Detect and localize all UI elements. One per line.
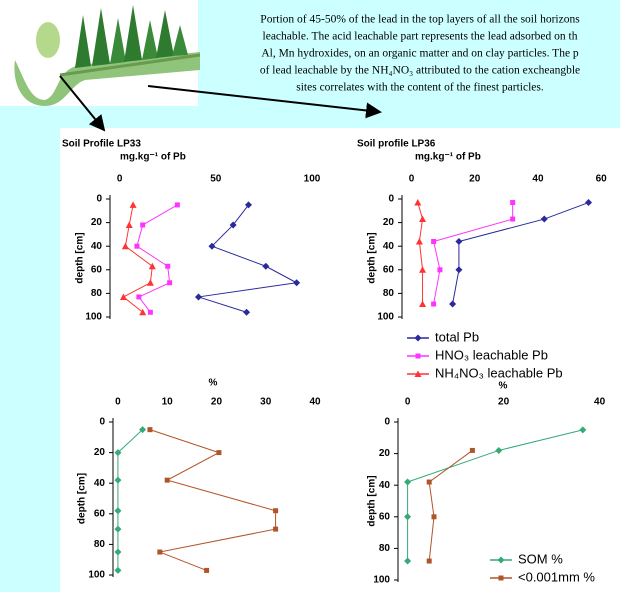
legend-marker [499,576,504,581]
y-tick-label: 40 [383,241,395,252]
y-tick-label: 80 [91,288,103,299]
data-point [140,222,145,227]
y-tick-label: 40 [94,478,106,489]
data-point [147,427,152,432]
x-tick-label: 0 [115,397,121,408]
y-tick-label: 100 [88,570,105,581]
y-tick-label: 60 [94,508,106,519]
y-tick-label: 40 [91,241,103,252]
chart-title: Soil profile LP36 [357,139,436,150]
legend-label: total Pb [435,329,479,344]
data-point [165,264,170,269]
y-axis-label: depth [cm] [367,475,378,526]
x-axis-label: % [499,381,508,392]
x-tick-label: 0 [117,174,123,185]
x-tick-label: 0 [405,397,411,408]
data-point [431,239,436,244]
data-point [204,568,209,573]
data-point [470,448,475,453]
data-point [273,527,278,532]
legend-marker [416,354,421,359]
data-point [175,202,180,207]
y-tick-label: 60 [91,264,103,275]
data-point [510,200,515,205]
y-tick-label: 80 [94,539,106,550]
paragraph-line: leachable. The acid leachable part repre… [263,31,578,43]
x-tick-label: 20 [469,174,481,185]
y-tick-label: 20 [94,447,106,458]
x-tick-label: 60 [596,174,608,185]
legend-label: <0.001mm % [518,569,595,584]
data-point [157,550,162,555]
y-tick-label: 80 [379,543,391,554]
y-tick-label: 0 [96,194,102,205]
x-tick-label: 0 [409,174,415,185]
data-point [432,514,437,519]
data-point [216,450,221,455]
x-tick-label: 40 [309,397,321,408]
paragraph-line: Portion of 45-50% of the lead in the top… [260,14,580,26]
y-axis-label: depth [cm] [75,232,86,283]
y-tick-label: 0 [99,417,105,428]
paragraph-line: sites correlates with the content of the… [296,82,544,94]
chart-title: Soil Profile LP33 [62,139,141,150]
data-point [510,217,515,222]
y-tick-label: 60 [379,511,391,522]
data-point [167,280,172,285]
x-axis-label: % [209,378,218,389]
y-tick-label: 100 [377,312,394,323]
data-point [134,244,139,249]
slide: Portion of 45-50% of the lead in the top… [0,0,620,592]
data-point [437,267,442,272]
x-tick-label: 20 [498,397,510,408]
description: Portion of 45-50% of the lead in the top… [260,14,580,94]
x-tick-label: 100 [304,174,321,185]
y-tick-label: 20 [91,217,103,228]
y-tick-label: 0 [384,417,390,428]
data-point [136,294,141,299]
x-tick-label: 40 [594,397,606,408]
landscape-illustration [0,0,200,106]
y-axis-label: depth [cm] [77,473,88,524]
x-tick-label: 50 [210,174,222,185]
y-tick-label: 80 [383,288,395,299]
data-point [431,302,436,307]
data-point [427,559,432,564]
legend-label: SOM % [518,551,563,566]
x-tick-label: 20 [211,397,223,408]
legend-label: HNO₃ leachable Pb [435,347,548,362]
y-tick-label: 100 [373,575,390,586]
x-tick-label: 10 [162,397,174,408]
page: Portion of 45-50% of the lead in the top… [0,0,620,592]
data-point [427,480,432,485]
x-axis-label: mg.kg⁻¹ of Pb [120,152,186,163]
y-tick-label: 20 [383,217,395,228]
y-tick-label: 60 [383,264,395,275]
y-tick-label: 0 [388,194,394,205]
y-tick-label: 100 [85,312,102,323]
x-tick-label: 30 [260,397,272,408]
x-tick-label: 40 [532,174,544,185]
legend-label: NH₄NO₃ leachable Pb [435,365,563,380]
y-tick-label: 20 [379,448,391,459]
data-point [148,310,153,315]
y-tick-label: 40 [379,480,391,491]
y-axis-label: depth [cm] [367,232,378,283]
x-axis-label: mg.kg⁻¹ of Pb [415,152,481,163]
data-point [273,508,278,513]
paragraph-line: Al, Mn hydroxides, on an organic matter … [261,48,579,60]
paragraph-line: of lead leachable by the NH₄NO₃ attribut… [260,65,580,77]
data-point [165,478,170,483]
